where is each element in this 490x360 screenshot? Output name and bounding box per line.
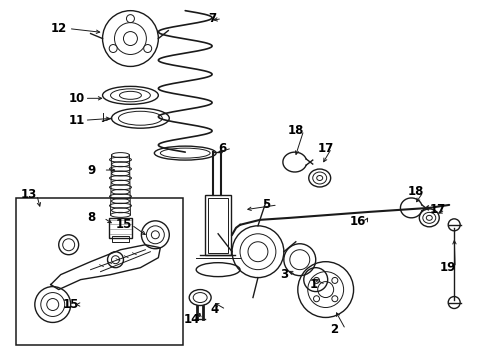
Text: 12: 12 xyxy=(51,22,67,35)
Text: 17: 17 xyxy=(429,203,445,216)
Text: 13: 13 xyxy=(21,188,37,202)
Text: 18: 18 xyxy=(288,124,304,137)
Text: 17: 17 xyxy=(318,141,334,155)
Bar xyxy=(108,218,132,238)
Text: 1: 1 xyxy=(310,278,318,291)
Circle shape xyxy=(332,296,338,302)
Bar xyxy=(205,195,231,255)
Text: 11: 11 xyxy=(69,114,85,127)
Text: 3: 3 xyxy=(280,268,288,281)
Bar xyxy=(16,198,183,345)
Text: 8: 8 xyxy=(88,211,96,224)
Circle shape xyxy=(109,45,117,53)
Text: 15: 15 xyxy=(116,218,132,231)
Bar xyxy=(112,236,129,242)
Text: 14: 14 xyxy=(183,313,199,326)
Text: 5: 5 xyxy=(262,198,270,211)
Text: 19: 19 xyxy=(439,261,456,274)
Text: 4: 4 xyxy=(210,303,219,316)
Bar xyxy=(208,198,228,253)
Text: 10: 10 xyxy=(69,92,85,105)
Text: 6: 6 xyxy=(218,141,226,155)
Circle shape xyxy=(144,45,152,53)
Text: 7: 7 xyxy=(208,12,216,25)
Text: 9: 9 xyxy=(88,163,96,176)
Circle shape xyxy=(126,15,134,23)
Text: 15: 15 xyxy=(63,298,79,311)
Text: 2: 2 xyxy=(330,323,338,336)
Text: 18: 18 xyxy=(407,185,424,198)
Circle shape xyxy=(332,278,338,283)
Circle shape xyxy=(314,296,319,302)
Text: 16: 16 xyxy=(349,215,366,228)
Circle shape xyxy=(314,278,319,283)
